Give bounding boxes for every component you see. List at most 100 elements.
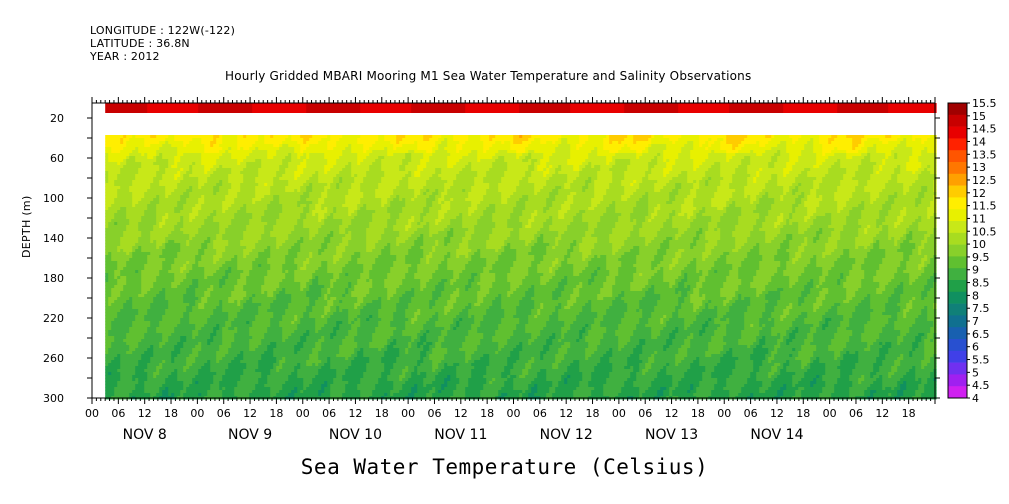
surface-cell [426, 103, 429, 113]
surface-cell [438, 103, 441, 113]
colorbar-label: 13.5 [972, 148, 997, 161]
surface-cell [906, 103, 909, 113]
surface-cell [513, 103, 516, 113]
surface-cell [894, 103, 897, 113]
colorbar-label: 4 [972, 392, 979, 405]
surface-cell [162, 103, 165, 113]
surface-cell [552, 103, 555, 113]
surface-cell [237, 103, 240, 113]
surface-cell [375, 103, 378, 113]
colorbar-swatch [948, 174, 967, 186]
surface-cell [363, 103, 366, 113]
colorbar-swatch [948, 315, 967, 327]
surface-cell [165, 103, 168, 113]
surface-cell [270, 103, 273, 113]
surface-cell [399, 103, 402, 113]
x-tick-label: 00 [296, 407, 310, 420]
surface-cell [195, 103, 198, 113]
surface-cell [852, 103, 855, 113]
surface-cell [846, 103, 849, 113]
colorbar-label: 10.5 [972, 225, 997, 238]
surface-cell [510, 103, 513, 113]
surface-cell [531, 103, 534, 113]
surface-cell [888, 103, 891, 113]
surface-cell [291, 103, 294, 113]
surface-cell [264, 103, 267, 113]
colorbar-swatch [948, 268, 967, 280]
surface-cell [780, 103, 783, 113]
x-day-label: NOV 14 [750, 427, 803, 443]
colorbar-swatch [948, 115, 967, 127]
surface-cell [714, 103, 717, 113]
surface-cell [603, 103, 606, 113]
surface-cell [387, 103, 390, 113]
surface-cell [402, 103, 405, 113]
surface-cell [702, 103, 705, 113]
surface-cell [645, 103, 648, 113]
surface-cell [615, 103, 618, 113]
surface-cell [507, 103, 510, 113]
colorbar-label: 4.5 [972, 379, 990, 392]
colorbar-label: 7.5 [972, 302, 990, 315]
surface-cell [534, 103, 537, 113]
surface-cell [573, 103, 576, 113]
surface-cell [672, 103, 675, 113]
surface-cell [537, 103, 540, 113]
colorbar-swatch [948, 150, 967, 162]
surface-cell [663, 103, 666, 113]
surface-cell [339, 103, 342, 113]
surface-cell [342, 103, 345, 113]
colorbar-label: 15 [972, 110, 986, 123]
surface-cell [696, 103, 699, 113]
surface-cell [483, 103, 486, 113]
surface-cell [516, 103, 519, 113]
surface-cell [669, 103, 672, 113]
surface-cell [210, 103, 213, 113]
surface-cell [588, 103, 591, 113]
surface-cell [591, 103, 594, 113]
surface-cell [174, 103, 177, 113]
surface-cell [915, 103, 918, 113]
surface-cell [369, 103, 372, 113]
surface-cell [186, 103, 189, 113]
colorbar-swatch [948, 386, 967, 398]
surface-cell [246, 103, 249, 113]
surface-cell [699, 103, 702, 113]
surface-cell [690, 103, 693, 113]
surface-cell [720, 103, 723, 113]
surface-cell [666, 103, 669, 113]
surface-cell [351, 103, 354, 113]
surface-cell [444, 103, 447, 113]
surface-cell [594, 103, 597, 113]
surface-cell [912, 103, 915, 113]
surface-cell [924, 103, 927, 113]
x-day-label: NOV 9 [228, 427, 272, 443]
colorbar-swatch [948, 351, 967, 363]
colorbar-swatch [948, 339, 967, 351]
surface-cell [861, 103, 864, 113]
surface-cell [768, 103, 771, 113]
surface-cell [396, 103, 399, 113]
surface-cell [522, 103, 525, 113]
x-tick-label: 18 [586, 407, 600, 420]
y-tick-label: 140 [43, 232, 64, 245]
surface-cell [750, 103, 753, 113]
surface-cell [213, 103, 216, 113]
surface-cell [786, 103, 789, 113]
surface-cell [408, 103, 411, 113]
surface-cell [543, 103, 546, 113]
surface-cell [876, 103, 879, 113]
surface-cell [120, 103, 123, 113]
surface-cell [873, 103, 876, 113]
surface-cell [612, 103, 615, 113]
surface-cell [660, 103, 663, 113]
x-day-label: NOV 8 [123, 427, 167, 443]
surface-cell [570, 103, 573, 113]
x-tick-label: 18 [796, 407, 810, 420]
missing-band [105, 113, 935, 135]
surface-cell [327, 103, 330, 113]
surface-cell [624, 103, 627, 113]
surface-cell [813, 103, 816, 113]
surface-cell [468, 103, 471, 113]
